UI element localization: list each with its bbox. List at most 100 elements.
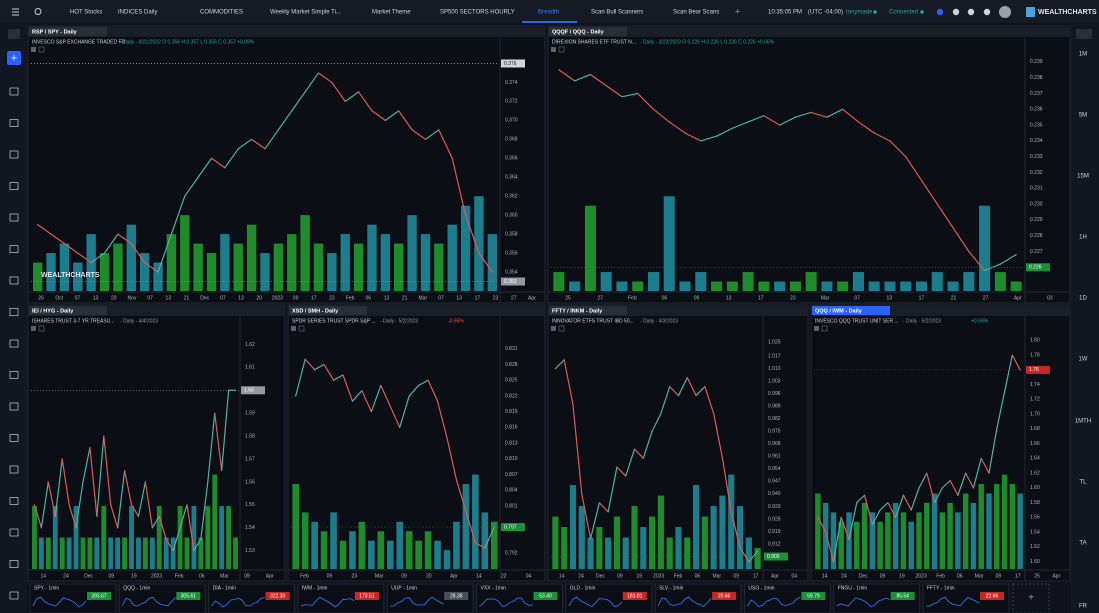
- tool-icon[interactable]: [9, 402, 19, 411]
- price-line-segment: [474, 542, 486, 549]
- menu-icon[interactable]: [12, 8, 19, 16]
- panel-header: [288, 305, 545, 316]
- chart-panel[interactable]: QQQF / QQQ - Daily DIREXION SHARES ETF TR…: [547, 25, 1071, 304]
- timeframe[interactable]: TA: [1079, 541, 1086, 547]
- x-tick-label: 09: [293, 295, 299, 301]
- y-tick-label: 1.55: [245, 502, 255, 508]
- avatar[interactable]: [999, 6, 1011, 18]
- tool-icon[interactable]: [9, 150, 19, 159]
- search-icon[interactable]: [34, 8, 42, 15]
- ticker-card[interactable]: FFTY - 1min 22.66: [922, 583, 1010, 613]
- ticker-card[interactable]: UUP - 1min 28.38: [386, 583, 474, 613]
- change: -0.65%: [448, 318, 464, 324]
- collapse-icon[interactable]: [558, 46, 565, 53]
- price-line-segment: [103, 233, 119, 254]
- collapse-icon[interactable]: [38, 46, 45, 53]
- tool-icon[interactable]: [9, 591, 19, 600]
- collapse-icon[interactable]: [298, 325, 305, 332]
- volume-bar: [219, 506, 225, 569]
- toolbar-icon[interactable]: [952, 8, 960, 16]
- tool-icon[interactable]: [9, 119, 19, 127]
- settings-icon[interactable]: [551, 47, 556, 52]
- collapse-icon[interactable]: [821, 325, 828, 332]
- toolbar-icon[interactable]: [967, 8, 975, 16]
- timeframe[interactable]: TL: [1079, 480, 1087, 486]
- tool-icon[interactable]: [9, 182, 19, 190]
- tab[interactable]: Weekly Market Simple Ti...: [270, 10, 341, 16]
- volume-bar: [139, 253, 150, 291]
- ticker-card[interactable]: SLV - 1min 20.66: [654, 583, 742, 613]
- price-line-segment: [75, 481, 84, 529]
- volume-bar: [193, 243, 203, 291]
- tool-icon[interactable]: [9, 245, 19, 253]
- timeframe[interactable]: 1D: [1079, 296, 1087, 302]
- ticker-card[interactable]: SPY - 1min 393.67: [29, 583, 117, 613]
- timeframe[interactable]: FR: [1079, 604, 1088, 610]
- toolbar-icon[interactable]: [983, 8, 991, 16]
- tool-icon[interactable]: [9, 339, 19, 348]
- tool-icon[interactable]: [9, 371, 19, 379]
- price-tag-label: 1.76: [1029, 367, 1039, 373]
- add-button[interactable]: [7, 51, 21, 65]
- timeframe[interactable]: 1MTH: [1075, 419, 1091, 425]
- volume-bar: [490, 521, 498, 569]
- settings-icon[interactable]: [814, 326, 819, 331]
- price-line-segment: [264, 129, 279, 150]
- volume-bar: [447, 224, 457, 291]
- chart-panel[interactable]: IEI / HYG - Daily ISHARES TRUST 3-7 YR TR…: [27, 304, 286, 582]
- tool-icon[interactable]: [9, 497, 19, 505]
- y-tick-label: 0.807: [505, 472, 518, 478]
- settings-icon[interactable]: [31, 47, 36, 52]
- ticker-card[interactable]: USO - 1min 59.79: [743, 583, 831, 613]
- x-tick-label: 17: [1015, 573, 1021, 579]
- chart-panel[interactable]: QQQ / IWM - Daily INVESCO QQQ TRUST UNIT …: [810, 304, 1071, 582]
- tab[interactable]: HOT Stocks: [70, 10, 102, 16]
- ticker-sparkline: [747, 596, 801, 608]
- toolbar-icon[interactable]: [936, 8, 944, 16]
- settings-icon[interactable]: [551, 326, 556, 331]
- tool-icon[interactable]: [9, 560, 19, 568]
- tab[interactable]: Scan Bear Scans: [673, 10, 719, 16]
- tool-icon[interactable]: [9, 434, 19, 442]
- chart-panel[interactable]: RSP / SPY - Daily INVESCO S&P EXCHANGE TR…: [27, 25, 546, 304]
- volume-bar: [126, 224, 136, 291]
- chart-panel[interactable]: XSD / SMH - Daily SPDR SERIES TRUST SPDR …: [287, 304, 546, 582]
- tool-icon[interactable]: [9, 308, 19, 316]
- tool-icon[interactable]: [9, 528, 19, 537]
- price-line-segment: [399, 395, 410, 428]
- y-tick-label: 0.234: [1030, 138, 1043, 144]
- ticker-card[interactable]: IWM - 1min 173.51: [297, 583, 385, 613]
- tab[interactable]: INDICES Daily: [118, 10, 157, 16]
- tab[interactable]: Breadth: [538, 10, 559, 16]
- timeframe[interactable]: 15M: [1077, 174, 1089, 180]
- collapse-button[interactable]: [8, 29, 20, 39]
- expand-button[interactable]: [1076, 29, 1092, 39]
- timeframe[interactable]: 1H: [1079, 235, 1087, 241]
- tab[interactable]: Scan Bull Scanners: [591, 10, 643, 16]
- add-ticker[interactable]: [1012, 583, 1050, 613]
- collapse-icon[interactable]: [558, 325, 565, 332]
- collapse-icon[interactable]: [38, 325, 45, 332]
- ticker-card[interactable]: FNGU - 1min 85.54: [833, 583, 921, 613]
- x-tick-label: 09: [401, 573, 407, 579]
- ticker-card[interactable]: GLD - 1min 183.81: [565, 583, 653, 613]
- tab[interactable]: COMMODITIES: [200, 10, 243, 16]
- timeframe[interactable]: 1M: [1079, 52, 1087, 58]
- tool-icon[interactable]: [9, 213, 19, 222]
- settings-icon[interactable]: [31, 326, 36, 331]
- timeframe[interactable]: 5M: [1079, 113, 1087, 119]
- tool-icon[interactable]: [9, 276, 19, 285]
- tool-icon[interactable]: [9, 87, 19, 96]
- volume-bar: [66, 537, 72, 569]
- settings-icon[interactable]: [291, 326, 296, 331]
- timeframe[interactable]: 1W: [1079, 357, 1088, 363]
- ticker-card[interactable]: QQQ - 1min 305.61: [118, 583, 206, 613]
- tool-icon[interactable]: [9, 465, 19, 474]
- new-tab[interactable]: +: [735, 6, 740, 16]
- tab[interactable]: Market Theme: [372, 10, 411, 16]
- ticker-card[interactable]: VXX - 1min 53.40: [476, 583, 563, 613]
- ticker-card[interactable]: DIA - 1min 322.30: [208, 583, 296, 613]
- x-tick-label: 09: [733, 573, 739, 579]
- chart-panel[interactable]: FFTY / INKM - Daily INNOVATOR ETFS TRUST …: [547, 304, 809, 582]
- tab[interactable]: SP500 SECTORS HOURLY: [440, 10, 515, 16]
